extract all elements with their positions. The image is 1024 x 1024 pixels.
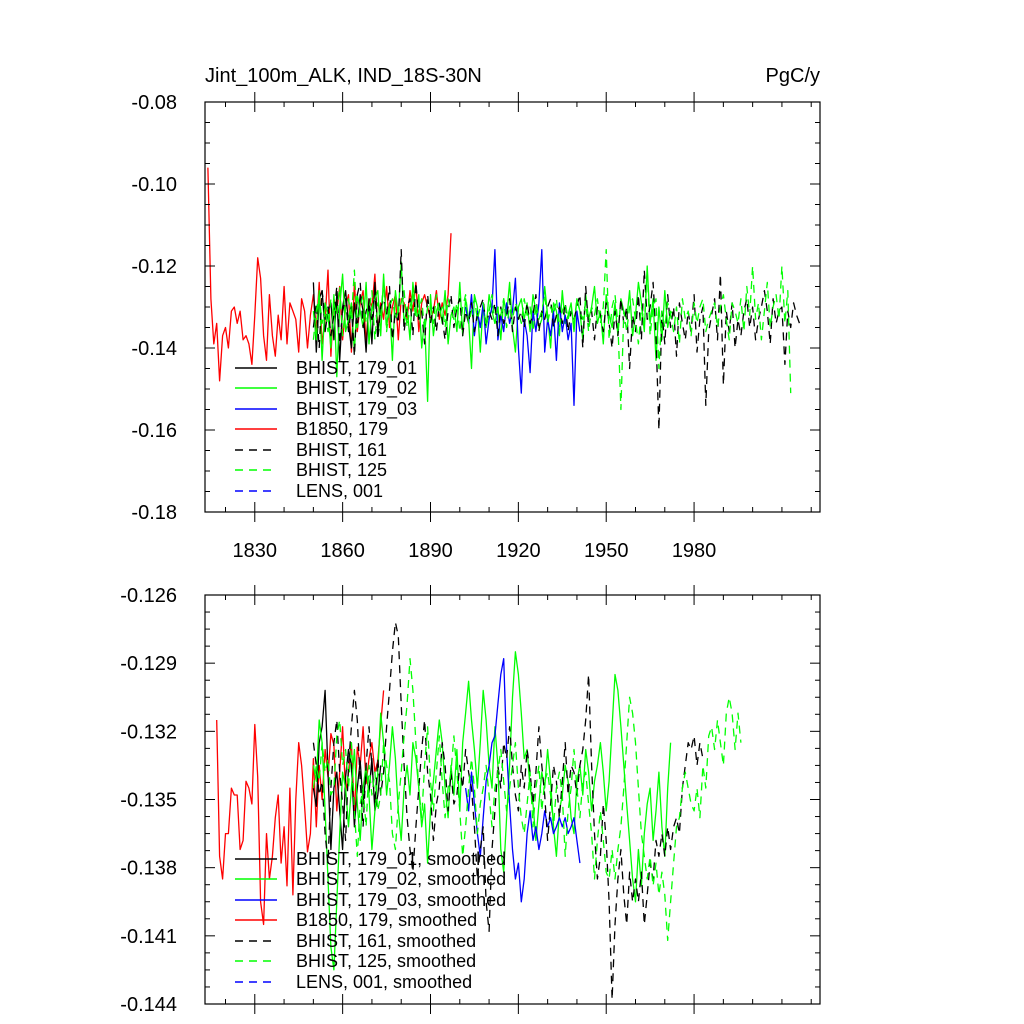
top-series-line-0: [207, 167, 452, 382]
top-legend-label-0: BHIST, 179_01: [296, 358, 417, 379]
bottom-legend-label-1: BHIST, 179_02, smoothed: [296, 869, 506, 890]
top-xtick-label: 1860: [320, 540, 365, 562]
top-chart: Jint_100m_ALK, IND_18S-30N PgC/y 1830 186…: [131, 65, 821, 562]
top-xtick-label: 1950: [584, 540, 629, 562]
top-legend-label-2: BHIST, 179_03: [296, 399, 417, 420]
top-ytick-label: -0.14: [131, 338, 177, 360]
top-legend-label-3: B1850, 179: [296, 419, 388, 439]
bottom-ytick-label: -0.144: [120, 994, 177, 1016]
top-ytick-label: -0.08: [131, 92, 177, 114]
top-chart-title-left: Jint_100m_ALK, IND_18S-30N: [205, 65, 482, 87]
top-chart-title-right: PgC/y: [766, 65, 820, 87]
bottom-legend-label-2: BHIST, 179_03, smoothed: [296, 890, 506, 911]
bottom-legend-label-3: B1850, 179, smoothed: [296, 910, 477, 930]
top-series-line-5: [312, 248, 792, 411]
bottom-ticks-group: -0.126 -0.129 -0.132 -0.135 -0.138 -0.141 -0.1…: [120, 585, 820, 1016]
top-xtick-label: 1830: [233, 540, 278, 562]
bottom-series-line-5: [312, 657, 742, 942]
bottom-legend-label-0: BHIST, 179_01, smoothed: [296, 849, 506, 870]
top-legend: BHIST, 179_01 BHIST, 179_02 BHIST, 179_0…: [235, 358, 417, 501]
bottom-series-group: [216, 621, 742, 1001]
bottom-ytick-label: -0.126: [120, 585, 177, 607]
bottom-ytick-label: -0.141: [120, 926, 177, 948]
top-ytick-label: -0.16: [131, 420, 177, 442]
top-ytick-label: -0.18: [131, 502, 177, 524]
bottom-ytick-label: -0.135: [120, 790, 177, 812]
bottom-ytick-label: -0.129: [120, 653, 177, 675]
top-legend-label-4: BHIST, 161: [296, 440, 387, 460]
top-legend-label-1: BHIST, 179_02: [296, 378, 417, 399]
top-ytick-label: -0.10: [131, 174, 177, 196]
top-ticks-group: 1830 1860 1890 1920 1950 1980 -0.08 -0.10 -0.12 -…: [131, 92, 820, 562]
bottom-series-line-4: [312, 621, 704, 1001]
top-legend-label-5: BHIST, 125: [296, 460, 387, 480]
top-series-line-3: [464, 248, 581, 407]
bottom-legend: BHIST, 179_01, smoothed BHIST, 179_02, s…: [235, 849, 506, 992]
top-ytick-label: -0.12: [131, 256, 177, 278]
bottom-series-line-2: [312, 651, 672, 971]
top-xtick-label: 1980: [672, 540, 717, 562]
bottom-series-line-3: [464, 657, 581, 903]
bottom-ytick-label: -0.138: [120, 858, 177, 880]
bottom-legend-label-6: LENS, 001, smoothed: [296, 972, 472, 992]
bottom-legend-label-4: BHIST, 161, smoothed: [296, 931, 476, 951]
top-xtick-label: 1920: [496, 540, 541, 562]
top-legend-label-6: LENS, 001: [296, 481, 383, 501]
top-xtick-label: 1890: [408, 540, 453, 562]
top-series-group: [207, 167, 801, 431]
bottom-legend-label-5: BHIST, 125, smoothed: [296, 951, 476, 971]
top-series-line-4: [312, 248, 801, 431]
bottom-ytick-label: -0.132: [120, 721, 177, 743]
bottom-chart: -0.126 -0.129 -0.132 -0.135 -0.138 -0.141 -0.1…: [120, 585, 821, 1016]
